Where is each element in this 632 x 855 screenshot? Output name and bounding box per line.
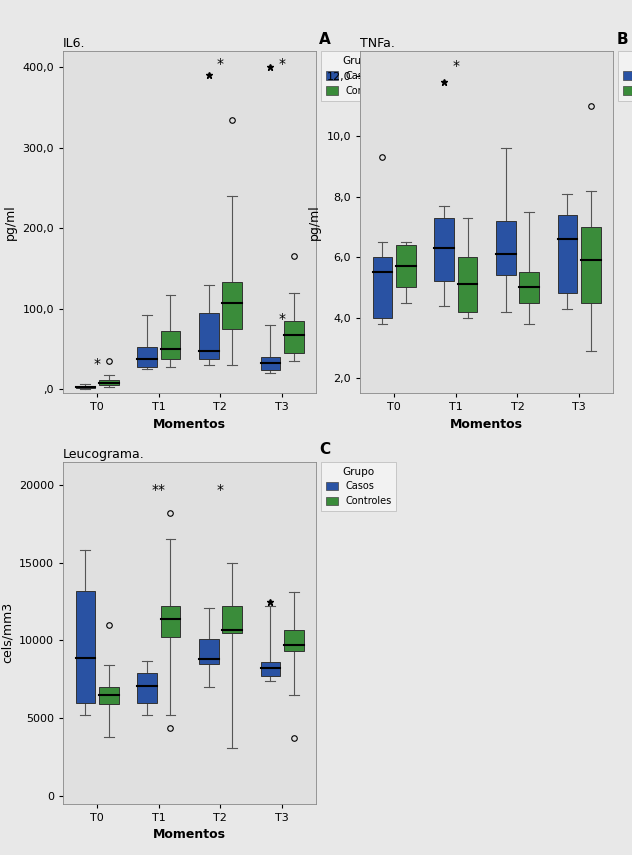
Text: *: * bbox=[94, 357, 100, 371]
Bar bbox=[222, 282, 242, 329]
Y-axis label: cels/mm3: cels/mm3 bbox=[1, 602, 13, 663]
Bar bbox=[496, 221, 516, 275]
Bar bbox=[581, 227, 600, 303]
Text: *: * bbox=[217, 483, 224, 497]
Legend: Casos, Controles: Casos, Controles bbox=[618, 51, 632, 101]
Bar bbox=[199, 313, 219, 359]
Y-axis label: pg/ml: pg/ml bbox=[308, 204, 321, 240]
X-axis label: Momentos: Momentos bbox=[450, 418, 523, 431]
Text: A: A bbox=[319, 32, 331, 47]
Bar bbox=[458, 257, 477, 311]
Bar bbox=[76, 386, 95, 388]
Bar bbox=[396, 245, 416, 287]
Bar bbox=[434, 218, 454, 281]
Text: **: ** bbox=[152, 483, 166, 497]
Bar bbox=[99, 380, 119, 386]
Bar bbox=[76, 591, 95, 703]
Text: *: * bbox=[279, 57, 286, 71]
Text: B: B bbox=[616, 32, 628, 47]
X-axis label: Momentos: Momentos bbox=[153, 828, 226, 841]
Text: *: * bbox=[279, 312, 286, 327]
Text: *: * bbox=[453, 60, 459, 74]
Legend: Casos, Controles: Casos, Controles bbox=[321, 51, 396, 101]
Text: TNFa.: TNFa. bbox=[360, 37, 395, 50]
Bar bbox=[137, 673, 157, 703]
Bar bbox=[284, 321, 303, 353]
Bar bbox=[161, 606, 180, 637]
Bar bbox=[373, 257, 392, 318]
Text: *: * bbox=[217, 57, 224, 71]
Y-axis label: pg/ml: pg/ml bbox=[4, 204, 17, 240]
Legend: Casos, Controles: Casos, Controles bbox=[321, 462, 396, 511]
Text: C: C bbox=[319, 442, 331, 457]
X-axis label: Momentos: Momentos bbox=[153, 418, 226, 431]
Bar bbox=[520, 272, 539, 303]
Text: IL6.: IL6. bbox=[63, 37, 86, 50]
Bar bbox=[260, 663, 280, 676]
Bar bbox=[161, 332, 180, 359]
Bar bbox=[199, 639, 219, 663]
Bar bbox=[222, 606, 242, 633]
Bar bbox=[137, 347, 157, 367]
Bar bbox=[260, 357, 280, 370]
Bar bbox=[557, 215, 577, 293]
Bar bbox=[284, 629, 303, 652]
Text: Leucograma.: Leucograma. bbox=[63, 447, 145, 461]
Bar bbox=[99, 687, 119, 705]
